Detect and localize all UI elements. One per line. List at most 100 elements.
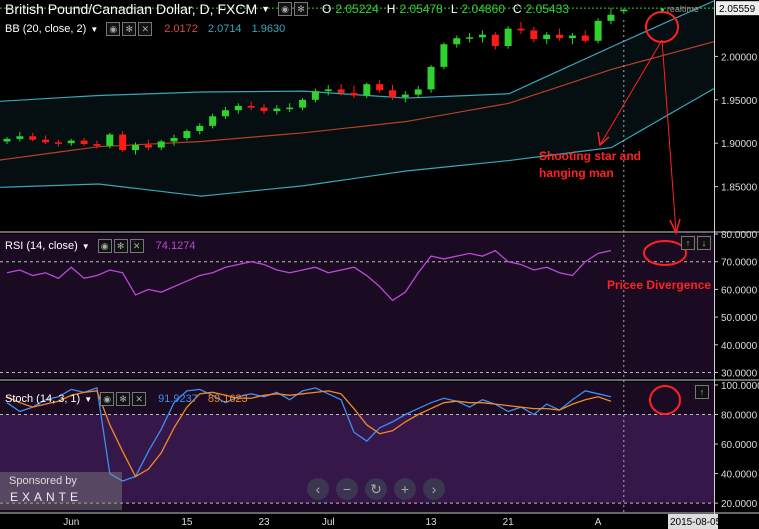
eye-icon[interactable]: ◉ [278,2,293,16]
annotation-marks [597,11,687,415]
candle-body [54,142,62,144]
last-price-label: 2.05559 [719,4,756,15]
y-tick-label: 40.0000 [721,341,758,352]
rsi-pane [0,249,714,373]
candle-body [80,140,88,145]
candle-body [209,116,217,126]
rsi-pane-controls[interactable]: ↑ ↓ [681,236,713,250]
zoom-out-button[interactable]: − [336,478,358,500]
chevron-down-icon[interactable]: ▼ [90,24,99,34]
gear-icon[interactable]: ✻ [116,392,131,406]
open-value: 2.05224 [335,2,379,16]
candle-body [440,44,448,67]
low-value: 2.04860 [461,2,505,16]
realtime-dot-icon: ● [660,4,665,14]
candle-body [183,131,191,138]
candle-body [144,144,152,148]
arrow-down-icon[interactable]: ↓ [697,236,711,250]
bb-header[interactable]: BB (20, close, 2) ▼ ◉ ✻ ✕ 2.0172 2.0714 … [5,22,285,36]
close-icon[interactable]: ✕ [138,22,153,36]
y-tick-label: 40.0000 [721,470,758,481]
candle-body [607,14,615,21]
eye-icon[interactable]: ◉ [106,22,121,36]
shooting-star-annotation: Shooting star and hanging man [539,148,641,182]
chevron-down-icon[interactable]: ▼ [81,241,90,251]
chevron-down-icon[interactable]: ▼ [261,4,271,14]
y-tick-label: 80.0000 [721,230,758,241]
symbol-title[interactable]: British Pound/Canadian Dollar, D, FXCM [5,1,258,17]
scroll-left-button[interactable]: ‹ [307,478,329,500]
y-tick-label: 50.0000 [721,313,758,324]
candle-body [221,110,229,117]
candle-body [427,66,435,90]
bb-middle-value: 2.0172 [164,23,198,35]
x-tick-label: 15 [181,517,193,528]
stoch-label[interactable]: Stoch (14, 3, 1) [5,393,81,405]
close-icon[interactable]: ✕ [129,239,144,253]
candle-body [543,34,551,40]
rsi-highlight-circle [643,240,687,266]
open-label: O [322,2,332,16]
rsi-header[interactable]: RSI (14, close) ▼ ◉ ✻ ✕ 74.1274 [5,239,195,253]
candle-body [453,38,461,45]
candle-body [42,139,50,143]
candle-body [363,84,371,96]
stoch-k-line [6,387,612,482]
candle-body [504,28,512,46]
candle-body [29,136,37,140]
candle-body [581,35,589,41]
y-tick-label: 1.95000 [721,96,758,107]
y-tick-label: 60.0000 [721,285,758,296]
rsi-label[interactable]: RSI (14, close) [5,240,78,252]
x-tick-label: 13 [425,517,437,528]
candle-body [350,92,358,96]
x-tick-label: 21 [503,517,515,528]
gear-icon[interactable]: ✻ [113,239,128,253]
candle-body [324,89,332,92]
candle-body [67,140,75,144]
scroll-right-button[interactable]: › [423,478,445,500]
candle-body [337,89,345,93]
candle-body [234,105,242,111]
annotation-line: Shooting star and [539,149,641,163]
price-pane [0,0,714,197]
reset-button[interactable]: ↻ [365,478,387,500]
rsi-value: 74.1274 [155,240,196,252]
chevron-down-icon[interactable]: ▼ [84,394,93,404]
candle-body [376,84,384,91]
zoom-in-button[interactable]: + [394,478,416,500]
candle-body [260,107,268,112]
y-tick-label: 70.0000 [721,258,758,269]
candle-body [273,108,281,112]
arrow-to-rsi [661,39,677,233]
y-tick-label: 20.0000 [721,499,758,510]
rsi-line [6,249,612,302]
sponsor-box[interactable]: Sponsored by EXANTE [0,472,122,510]
bb-label[interactable]: BB (20, close, 2) [5,23,87,35]
y-tick-label: 1.85000 [721,183,758,194]
last-price-box [716,1,759,16]
arrow-up-icon[interactable]: ↑ [681,236,695,250]
candle-body [491,34,499,46]
gear-icon[interactable]: ✻ [122,22,137,36]
candle-body [517,28,525,31]
stoch-pane-controls[interactable]: ↑ [695,385,711,399]
y-tick-label: 100.0000 [721,381,759,392]
candle-body [286,107,294,110]
stoch-highlight-circle [649,385,681,415]
realtime-label: realtime [666,4,699,14]
eye-icon[interactable]: ◉ [97,239,112,253]
stoch-header[interactable]: Stoch (14, 3, 1) ▼ ◉ ✻ ✕ 91.9237 89.1623 [5,392,248,406]
gear-icon[interactable]: ✻ [294,2,309,16]
low-label: L [450,2,458,16]
candle-body [594,20,602,41]
arrow-up-icon[interactable]: ↑ [695,385,709,399]
symbol-header[interactable]: British Pound/Canadian Dollar, D, FXCM ▼… [5,1,569,17]
x-tick-label: A [595,517,602,528]
eye-icon[interactable]: ◉ [100,392,115,406]
close-icon[interactable]: ✕ [132,392,147,406]
candle-body [3,138,11,142]
stoch-d-value: 89.1623 [207,393,248,405]
arrowhead-icon [597,131,610,147]
